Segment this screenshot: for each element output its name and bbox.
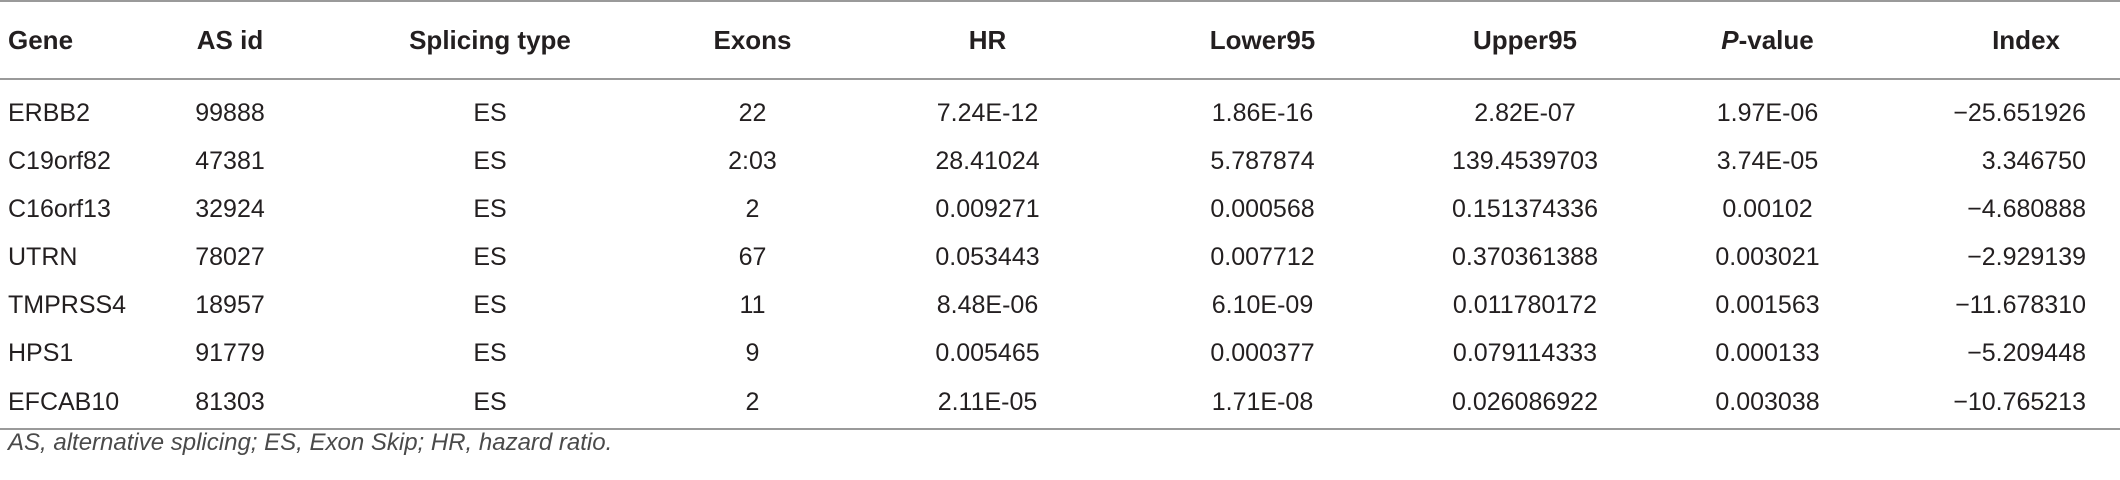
cell-gene: UTRN — [8, 242, 78, 271]
cell-hr: 0.005465 — [935, 338, 1040, 367]
cell-hr: 0.053443 — [935, 242, 1040, 271]
cell-gene: C16orf13 — [8, 194, 111, 223]
header-exons: Exons — [660, 0, 845, 80]
cell-gene: HPS1 — [8, 338, 74, 367]
header-row: Gene AS id Splicing type Exons HR Lower9… — [0, 0, 2120, 80]
cell-splicing-type: ES — [473, 146, 507, 175]
cell-gene: EFCAB10 — [0, 377, 140, 430]
cell-splicing-type: ES — [320, 377, 660, 430]
cell-lower95: 1.86E-16 — [1211, 99, 1314, 127]
header-gene: Gene — [0, 0, 140, 80]
cell-lower95: 0.007712 — [1210, 242, 1315, 271]
cell-exons: 2:03 — [728, 146, 777, 175]
table-row: HPS1 91779 ES 9 0.005465 0.000377 0.0791… — [0, 329, 2120, 377]
cell-as-id: 81303 — [140, 377, 320, 430]
cell-exons: 11 — [739, 290, 766, 319]
header-splicing-type: Splicing type — [320, 0, 660, 80]
cell-index: −2.929139 — [1967, 242, 2086, 271]
cell-pvalue: 0.000133 — [1715, 338, 1820, 367]
table-row: ERBB2 99888 ES 22 7.24E-12 1.86E-16 2.82… — [0, 79, 2120, 137]
table-footnote: AS, alternative splicing; ES, Exon Skip;… — [8, 429, 613, 456]
cell-pvalue: 0.001563 — [1715, 290, 1820, 319]
cell-lower95: 1.71E-08 — [1130, 377, 1395, 430]
header-index: Index — [1880, 0, 2120, 80]
cell-as-id: 91779 — [195, 338, 265, 367]
cell-exons: 22 — [738, 99, 767, 127]
cell-lower95: 0.000377 — [1210, 338, 1315, 367]
cell-as-id: 78027 — [195, 242, 265, 271]
cell-gene: C19orf82 — [8, 146, 111, 175]
header-pvalue-p: P — [1721, 24, 1739, 55]
header-pvalue-suffix: -value — [1738, 24, 1814, 55]
cell-index: −10.765213 — [1880, 377, 2120, 430]
header-pvalue: P-value — [1655, 0, 1880, 80]
cell-splicing-type: ES — [473, 338, 507, 367]
cell-index: −11.678310 — [1955, 290, 2086, 319]
cell-index: 3.346750 — [1981, 146, 2086, 175]
table-row: UTRN 78027 ES 67 0.053443 0.007712 0.370… — [0, 233, 2120, 281]
header-as-id: AS id — [140, 0, 320, 80]
cell-index: −25.651926 — [1953, 99, 2086, 127]
cell-as-id: 99888 — [195, 99, 265, 127]
table-body: ERBB2 99888 ES 22 7.24E-12 1.86E-16 2.82… — [0, 79, 2120, 430]
cell-exons: 9 — [745, 338, 760, 367]
cell-pvalue: 1.97E-06 — [1716, 99, 1819, 127]
cell-gene: ERBB2 — [8, 99, 90, 127]
cell-pvalue: 0.00102 — [1722, 194, 1813, 223]
results-table: Gene AS id Splicing type Exons HR Lower9… — [0, 0, 2120, 430]
cell-exons: 2 — [745, 194, 760, 223]
cell-exons: 67 — [738, 242, 767, 271]
header-upper95: Upper95 — [1395, 0, 1655, 80]
cell-upper95: 0.079114333 — [1452, 338, 1598, 367]
cell-exons: 2 — [660, 377, 845, 430]
cell-as-id: 47381 — [195, 146, 265, 175]
cell-upper95: 0.011780172 — [1452, 290, 1598, 319]
cell-hr: 8.48E-06 — [936, 290, 1039, 319]
cell-lower95: 6.10E-09 — [1211, 290, 1314, 319]
cell-hr: 0.009271 — [935, 194, 1040, 223]
cell-pvalue: 3.74E-05 — [1716, 146, 1819, 175]
cell-index: −5.209448 — [1967, 338, 2086, 367]
table-row: C19orf82 47381 ES 2:03 28.41024 5.787874… — [0, 137, 2120, 185]
cell-hr: 7.24E-12 — [936, 99, 1039, 127]
cell-pvalue: 0.003021 — [1715, 242, 1820, 271]
cell-upper95: 0.370361388 — [1452, 242, 1598, 271]
header-hr: HR — [845, 0, 1130, 80]
table-row: C16orf13 32924 ES 2 0.009271 0.000568 0.… — [0, 185, 2120, 233]
table-row: TMPRSS4 18957 ES 11 8.48E-06 6.10E-09 0.… — [0, 281, 2120, 329]
cell-splicing-type: ES — [473, 99, 507, 127]
cell-upper95: 0.151374336 — [1452, 194, 1598, 223]
cell-splicing-type: ES — [473, 290, 507, 319]
cell-splicing-type: ES — [473, 242, 507, 271]
header-lower95: Lower95 — [1130, 0, 1395, 80]
cell-index: −4.680888 — [1967, 194, 2086, 223]
cell-upper95: 139.4539703 — [1452, 146, 1598, 175]
table-header: Gene AS id Splicing type Exons HR Lower9… — [0, 0, 2120, 80]
cell-upper95: 2.82E-07 — [1474, 99, 1576, 127]
cell-pvalue: 0.003038 — [1655, 377, 1880, 430]
cell-as-id: 18957 — [195, 290, 265, 319]
table-row: EFCAB10 81303 ES 2 2.11E-05 1.71E-08 0.0… — [0, 377, 2120, 430]
cell-upper95: 0.026086922 — [1395, 377, 1655, 430]
cell-hr: 28.41024 — [935, 146, 1040, 175]
cell-lower95: 0.000568 — [1210, 194, 1315, 223]
cell-hr: 2.11E-05 — [845, 377, 1130, 430]
cell-as-id: 32924 — [195, 194, 265, 223]
cell-lower95: 5.787874 — [1210, 146, 1315, 175]
cell-splicing-type: ES — [473, 194, 507, 223]
cell-gene: TMPRSS4 — [8, 290, 127, 319]
